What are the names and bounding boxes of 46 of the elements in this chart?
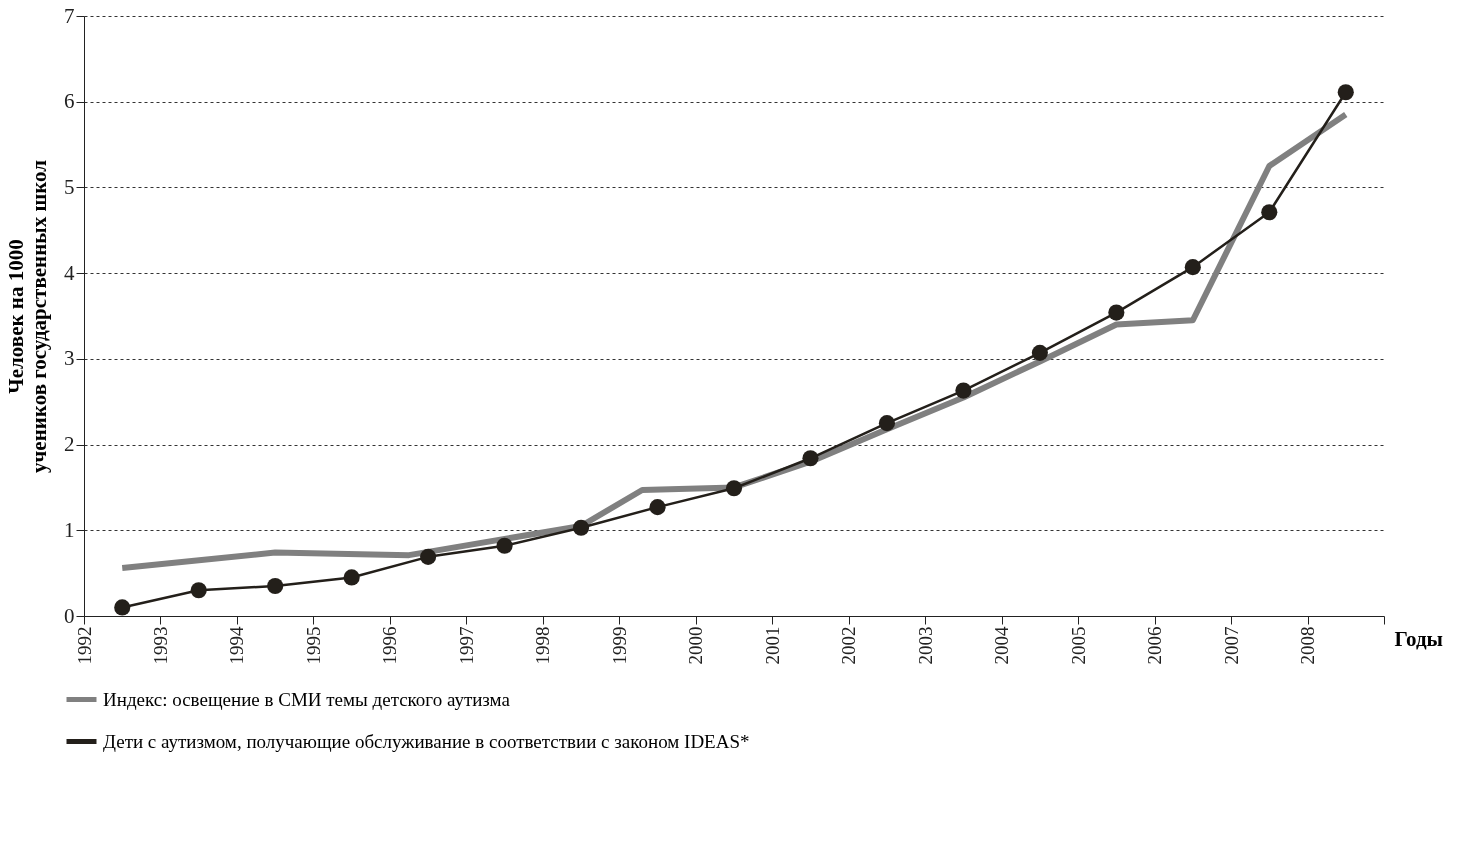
x-tick-label: 1994 <box>226 626 248 665</box>
y-tick-label: 7 <box>64 3 75 28</box>
legend-label: Дети с аутизмом, получающие обслуживание в соответствии с законом IDEAS* <box>103 730 750 752</box>
x-tick-label: 1993 <box>149 626 171 665</box>
y-tick-label: 5 <box>64 174 75 199</box>
x-tick-label: 1999 <box>608 626 630 665</box>
y-tick-label: 1 <box>64 517 75 542</box>
legend-label: Индекс: освещение в СМИ темы детского аутизма <box>103 688 511 710</box>
point <box>420 548 437 565</box>
x-tick-label: 2004 <box>991 626 1013 665</box>
x-axis-title: Годы <box>1394 626 1443 651</box>
x-tick-label: 1998 <box>532 626 554 665</box>
x-tick-label: 2005 <box>1067 626 1089 665</box>
x-tick-label: 1995 <box>302 626 324 665</box>
point <box>343 569 360 586</box>
point <box>802 450 819 467</box>
x-tick-label: 1997 <box>455 626 477 665</box>
point <box>1337 84 1354 101</box>
x-tick-label: 2007 <box>1220 626 1242 665</box>
x-tick-label: 2001 <box>761 626 783 665</box>
point <box>496 537 513 554</box>
point <box>114 599 131 616</box>
x-tick-label: 2008 <box>1297 626 1319 665</box>
point <box>955 382 972 399</box>
point <box>1261 204 1278 221</box>
y-axis-title: Человек на 1000 учеников государственных школ <box>4 159 51 473</box>
x-tick-label: 2002 <box>838 626 860 665</box>
point <box>649 499 666 516</box>
point <box>573 519 590 536</box>
x-tick-label: 2006 <box>1144 626 1166 665</box>
point <box>267 577 284 595</box>
y-tick-label: 6 <box>64 89 75 114</box>
point <box>1184 259 1201 276</box>
x-tick-label: 2000 <box>685 626 707 665</box>
y-tick-label: 4 <box>64 260 75 285</box>
y-tick-label: 2 <box>64 432 75 457</box>
x-tick-label: 1992 <box>73 626 95 665</box>
y-tick-label: 3 <box>64 346 75 371</box>
point <box>1108 304 1125 321</box>
point <box>878 415 895 432</box>
point <box>1031 344 1048 361</box>
x-tick-label: 1996 <box>379 626 401 665</box>
point <box>190 582 207 599</box>
y-tick-label: 0 <box>64 603 75 628</box>
point <box>725 480 743 497</box>
x-tick-label: 2003 <box>914 626 936 665</box>
